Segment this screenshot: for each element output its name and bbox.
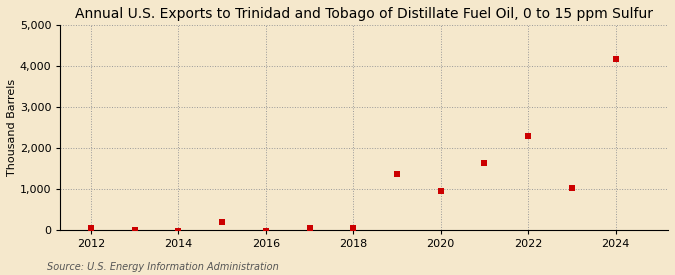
Text: Source: U.S. Energy Information Administration: Source: U.S. Energy Information Administ… (47, 262, 279, 272)
Point (173, 229, 184, 233)
Point (392, 172, 402, 176)
Point (261, 229, 271, 233)
Point (479, 161, 490, 165)
Point (217, 219, 227, 224)
Point (522, 133, 533, 138)
Point (348, 226, 358, 230)
Point (86, 225, 97, 230)
Point (610, 57, 621, 62)
Y-axis label: Thousand Barrels: Thousand Barrels (7, 79, 17, 176)
Title: Annual U.S. Exports to Trinidad and Tobago of Distillate Fuel Oil, 0 to 15 ppm S: Annual U.S. Exports to Trinidad and Toba… (75, 7, 653, 21)
Point (130, 228, 140, 232)
Point (435, 189, 446, 193)
Point (304, 226, 315, 230)
Point (566, 186, 577, 191)
